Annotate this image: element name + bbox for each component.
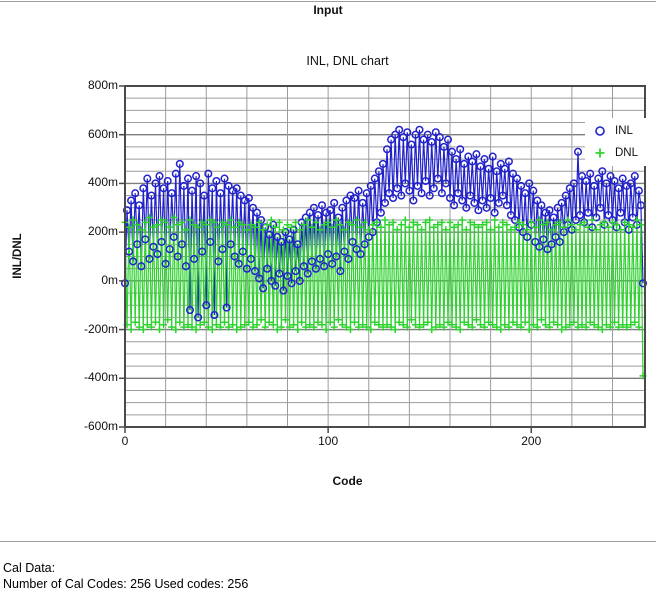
legend-item-dnl: DNL (585, 142, 638, 164)
dnl-plus-marker-icon (595, 148, 605, 158)
legend-item-inl: INL (585, 120, 633, 142)
x-tick-label: 100 (318, 434, 339, 448)
x-tick-label: 200 (521, 434, 542, 448)
y-tick-label: -200m (83, 321, 118, 336)
bottom-divider (0, 541, 656, 542)
plot-area (119, 85, 648, 433)
chart-title: INL, DNL chart (306, 54, 389, 68)
y-tick-label: 200m (87, 224, 118, 239)
y-tick-label: -600m (83, 419, 118, 433)
series-line-dnl (124, 217, 644, 376)
inl-circle-marker-icon (595, 126, 605, 136)
y-tick-label: 0m (101, 272, 118, 287)
y-tick-label: 600m (87, 126, 118, 141)
footer-cal-codes-text: Number of Cal Codes: 256 Used codes: 256 (3, 577, 249, 591)
y-tick-label: -400m (83, 370, 118, 385)
axis-ticks (119, 85, 532, 433)
top-divider (0, 1, 656, 2)
legend-label-inl: INL (615, 125, 633, 137)
series-markers-inl (120, 125, 648, 322)
plot-border (124, 85, 646, 428)
footer-cal-data-label: Cal Data: (3, 561, 56, 575)
x-tick-label: 0 (121, 434, 129, 448)
window-title: Input (313, 3, 343, 17)
legend: INL DNL (585, 118, 656, 166)
y-tick-label: 800m (87, 78, 118, 92)
x-axis-label: Code (332, 474, 363, 488)
legend-label-dnl: DNL (615, 147, 639, 159)
y-tick-label: 400m (87, 175, 118, 190)
